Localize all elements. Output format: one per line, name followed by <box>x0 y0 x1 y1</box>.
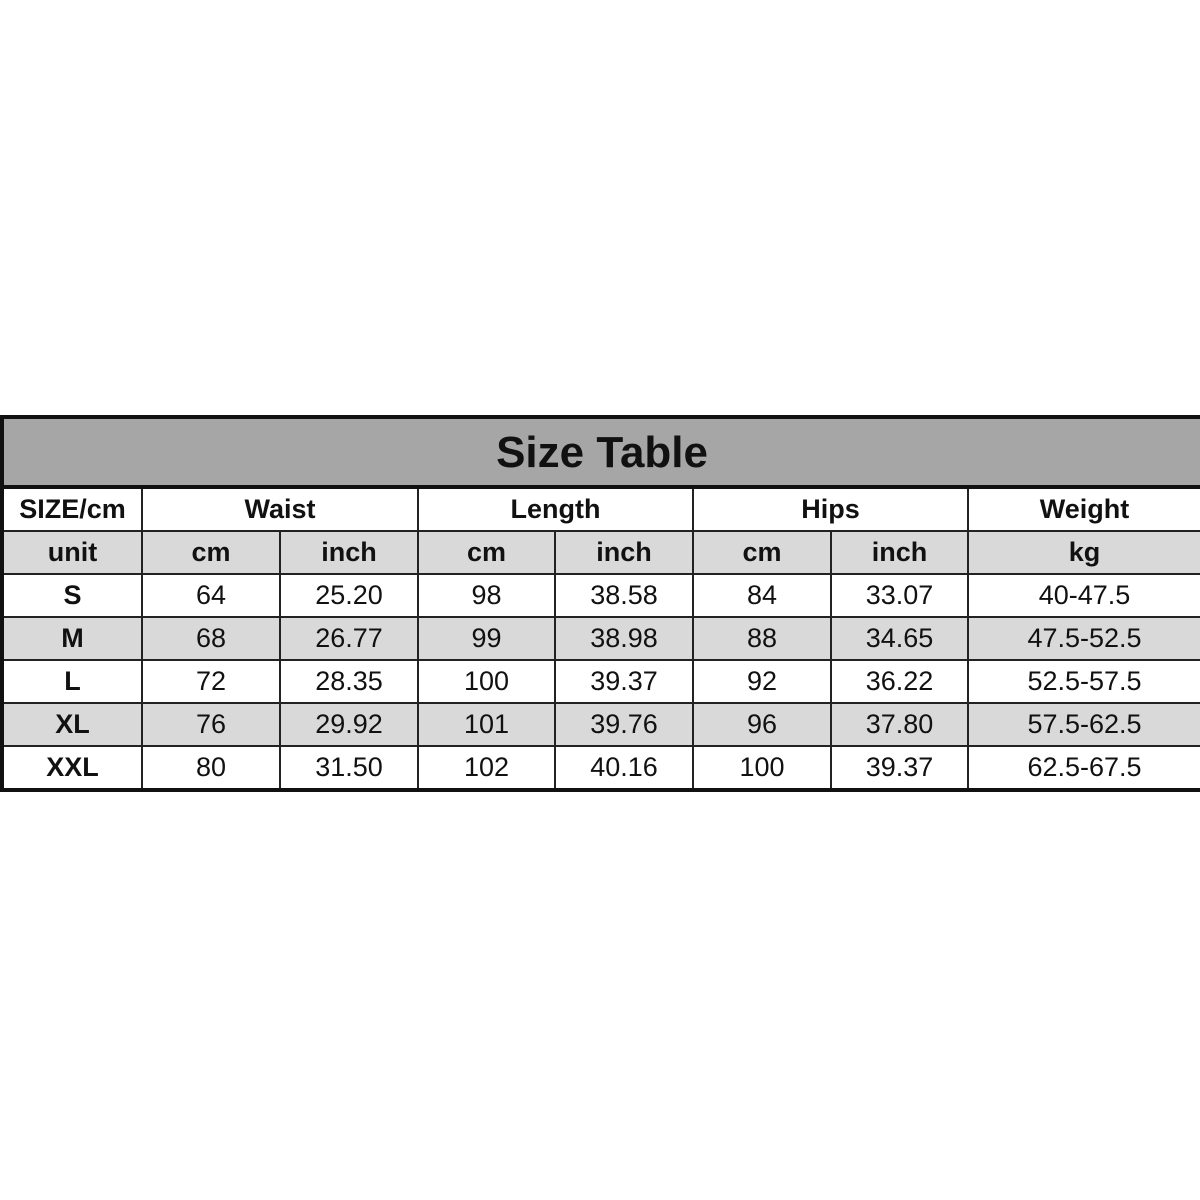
value-cell: 92 <box>692 659 832 704</box>
value-cell: 84 <box>692 573 832 618</box>
value-cell: 26.77 <box>279 616 419 661</box>
value-cell: inch <box>554 530 694 575</box>
header-size: SIZE/cm <box>1 486 143 532</box>
value-cell: 80 <box>141 745 281 791</box>
value-cell: 37.80 <box>830 702 969 747</box>
value-cell: 99 <box>417 616 556 661</box>
size-cell: L <box>1 659 143 704</box>
value-cell: cm <box>417 530 556 575</box>
value-cell: 47.5-52.5 <box>966 616 1200 661</box>
value-cell: 62.5-67.5 <box>966 745 1200 791</box>
table-row: M 68 26.77 99 38.98 88 34.65 47.5-52.5 <box>1 616 1200 661</box>
header-waist: Waist <box>141 486 419 532</box>
value-cell: 98 <box>417 573 556 618</box>
value-cell: 29.92 <box>279 702 419 747</box>
value-cell: 72 <box>141 659 281 704</box>
value-cell: 100 <box>692 745 832 791</box>
value-cell: 96 <box>692 702 832 747</box>
value-cell: 64 <box>141 573 281 618</box>
table-row: S 64 25.20 98 38.58 84 33.07 40-47.5 <box>1 573 1200 618</box>
value-cell: 102 <box>417 745 556 791</box>
value-cell: 25.20 <box>279 573 419 618</box>
value-cell: 39.37 <box>554 659 694 704</box>
value-cell: inch <box>279 530 419 575</box>
value-cell: kg <box>966 530 1200 575</box>
value-cell: 40.16 <box>554 745 694 791</box>
value-cell: 68 <box>141 616 281 661</box>
header-row: SIZE/cm Waist Length Hips Weight <box>1 486 1200 532</box>
value-cell: 38.98 <box>554 616 694 661</box>
header-length: Length <box>417 486 694 532</box>
size-cell: XXL <box>1 745 143 791</box>
value-cell: 33.07 <box>830 573 969 618</box>
value-cell: cm <box>692 530 832 575</box>
value-cell: inch <box>830 530 969 575</box>
value-cell: 39.37 <box>830 745 969 791</box>
value-cell: cm <box>141 530 281 575</box>
table-title: Size Table <box>0 416 1200 489</box>
size-cell: S <box>1 573 143 618</box>
value-cell: 34.65 <box>830 616 969 661</box>
value-cell: 39.76 <box>554 702 694 747</box>
header-weight: Weight <box>966 486 1200 532</box>
value-cell: 31.50 <box>279 745 419 791</box>
size-cell: M <box>1 616 143 661</box>
value-cell: 38.58 <box>554 573 694 618</box>
table-row: XXL 80 31.50 102 40.16 100 39.37 62.5-67.5 <box>1 745 1200 791</box>
table-row: XL 76 29.92 101 39.76 96 37.80 57.5-62.5 <box>1 702 1200 747</box>
value-cell: 76 <box>141 702 281 747</box>
size-cell: XL <box>1 702 143 747</box>
header-hips: Hips <box>692 486 969 532</box>
table-row: L 72 28.35 100 39.37 92 36.22 52.5-57.5 <box>1 659 1200 704</box>
size-cell: unit <box>1 530 143 575</box>
value-cell: 28.35 <box>279 659 419 704</box>
value-cell: 101 <box>417 702 556 747</box>
value-cell: 57.5-62.5 <box>966 702 1200 747</box>
value-cell: 36.22 <box>830 659 969 704</box>
value-cell: 88 <box>692 616 832 661</box>
unit-row: unit cm inch cm inch cm inch kg <box>1 530 1200 575</box>
value-cell: 40-47.5 <box>966 573 1200 618</box>
size-table: Size Table SIZE/cm Waist Length Hips Wei… <box>0 415 1200 792</box>
value-cell: 52.5-57.5 <box>966 659 1200 704</box>
value-cell: 100 <box>417 659 556 704</box>
